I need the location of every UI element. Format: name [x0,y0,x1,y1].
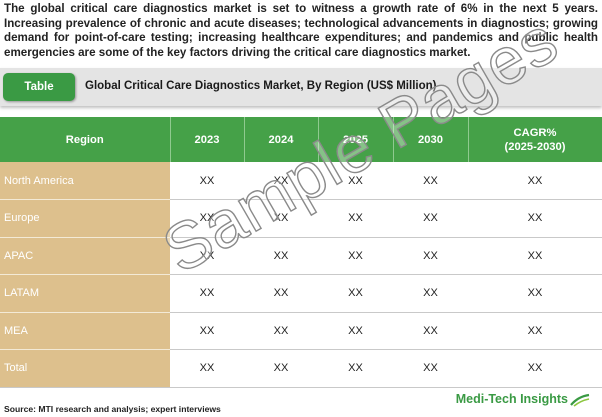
table-cell: XX [244,312,318,350]
table-row-total: Total XX XX XX XX XX [0,349,602,388]
row-label: LATAM [0,274,170,313]
intro-paragraph: The global critical care diagnostics mar… [4,2,598,59]
table-cell: XX [170,237,244,275]
brand-swoosh-icon [570,393,590,407]
header-2030: 2030 [392,117,469,162]
table-cell: XX [318,274,393,313]
table-cell: XX [468,199,602,238]
table-cell: XX [393,199,468,238]
table-tag: Table [3,73,75,101]
table-cell: XX [318,349,393,388]
table-row: APAC XX XX XX XX XX [0,237,602,275]
region-market-table: Region 2023 2024 2025 2030 CAGR% (2025-20… [0,117,602,388]
table-title: Global Critical Care Diagnostics Market,… [85,80,437,92]
header-cagr-line2: (2025-2030) [504,140,566,153]
table-cell: XX [468,162,602,200]
table-cell: XX [393,237,468,275]
table-cell: XX [468,349,602,388]
table-cell: XX [170,349,244,388]
row-label: MEA [0,312,170,350]
table-cell: XX [244,162,318,200]
table-cell: XX [244,199,318,238]
row-label: North America [0,162,170,200]
table-cell: XX [170,162,244,200]
header-cagr-line1: CAGR% [513,126,557,139]
table-row: LATAM XX XX XX XX XX [0,274,602,313]
table-cell: XX [393,274,468,313]
header-2024: 2024 [243,117,319,162]
header-2023: 2023 [169,117,245,162]
brand-logo-text: Medi-Tech Insights [455,392,568,406]
table-cell: XX [468,237,602,275]
table-cell: XX [170,199,244,238]
header-2025: 2025 [317,117,394,162]
table-cell: XX [468,274,602,313]
table-cell: XX [170,312,244,350]
table-cell: XX [170,274,244,313]
table-cell: XX [318,237,393,275]
table-cell: XX [318,162,393,200]
table-row: North America XX XX XX XX XX [0,162,602,200]
row-label: Europe [0,199,170,238]
table-cell: XX [393,349,468,388]
row-label: Total [0,349,170,388]
table-row: MEA XX XX XX XX XX [0,312,602,350]
table-cell: XX [318,199,393,238]
table-cell: XX [318,312,393,350]
table-cell: XX [393,162,468,200]
table-cell: XX [393,312,468,350]
header-cagr: CAGR% (2025-2030) [467,117,602,162]
source-note: Source: MTI research and analysis; exper… [4,404,221,414]
table-cell: XX [468,312,602,350]
table-cell: XX [244,349,318,388]
row-label: APAC [0,237,170,275]
table-header-row: Region 2023 2024 2025 2030 CAGR% (2025-20… [0,117,602,162]
table-cell: XX [244,237,318,275]
table-row: Europe XX XX XX XX XX [0,199,602,238]
header-region: Region [0,117,171,162]
table-title-bar: Table Global Critical Care Diagnostics M… [0,68,602,106]
table-cell: XX [244,274,318,313]
